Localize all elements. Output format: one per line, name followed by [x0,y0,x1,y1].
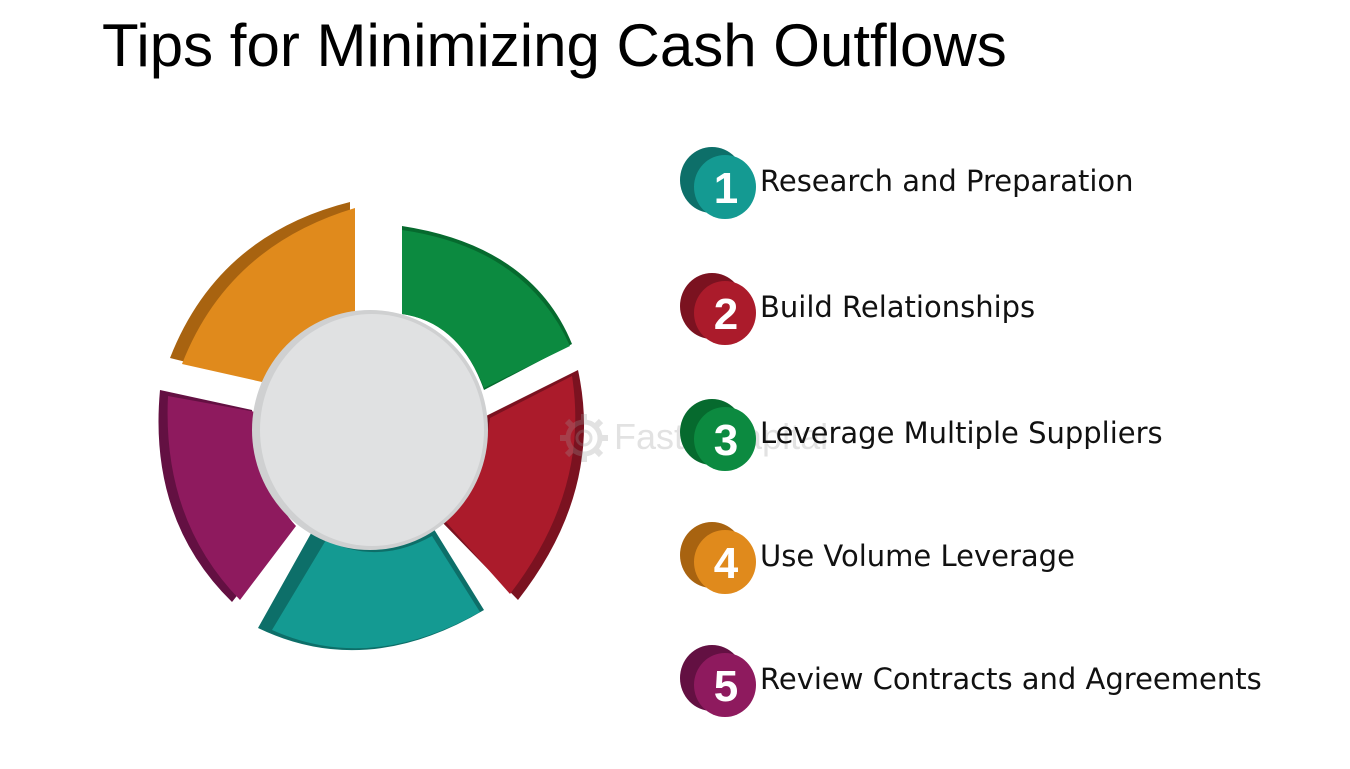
step-item-1: 1 Research and Preparation [676,142,1316,222]
page-title: Tips for Minimizing Cash Outflows [102,12,1007,79]
step-label: Build Relationships [760,290,1036,324]
number-badge: 2 [680,273,756,345]
step-number: 3 [714,416,738,465]
steps-list: 1 Research and Preparation 2 Build Relat… [676,142,1316,722]
step-item-4: 4 Use Volume Leverage [676,517,1316,597]
step-item-2: 2 Build Relationships [676,268,1316,348]
gear-icon [560,414,608,462]
step-label: Use Volume Leverage [760,539,1075,573]
number-badge: 3 [680,399,756,471]
wheel-segment-green [388,224,572,390]
step-number: 4 [714,539,739,588]
step-item-5: 5 Review Contracts and Agreements [676,640,1316,720]
wheel-segment-teal [258,526,484,651]
segment-wheel [158,202,585,651]
wheel-segment-red [440,370,585,600]
number-badge: 5 [680,645,756,717]
step-label: Research and Preparation [760,164,1134,198]
wheel-segment-purple [158,390,296,602]
step-label: Leverage Multiple Suppliers [760,416,1163,450]
step-label: Review Contracts and Agreements [760,662,1262,696]
step-number: 1 [714,164,738,213]
wheel-segment-orange [170,202,355,382]
number-badge: 4 [680,522,756,594]
number-badge: 1 [680,147,756,219]
step-number: 5 [714,662,738,711]
step-number: 2 [714,290,738,339]
step-item-3: 3 Leverage Multiple Suppliers [676,394,1316,474]
